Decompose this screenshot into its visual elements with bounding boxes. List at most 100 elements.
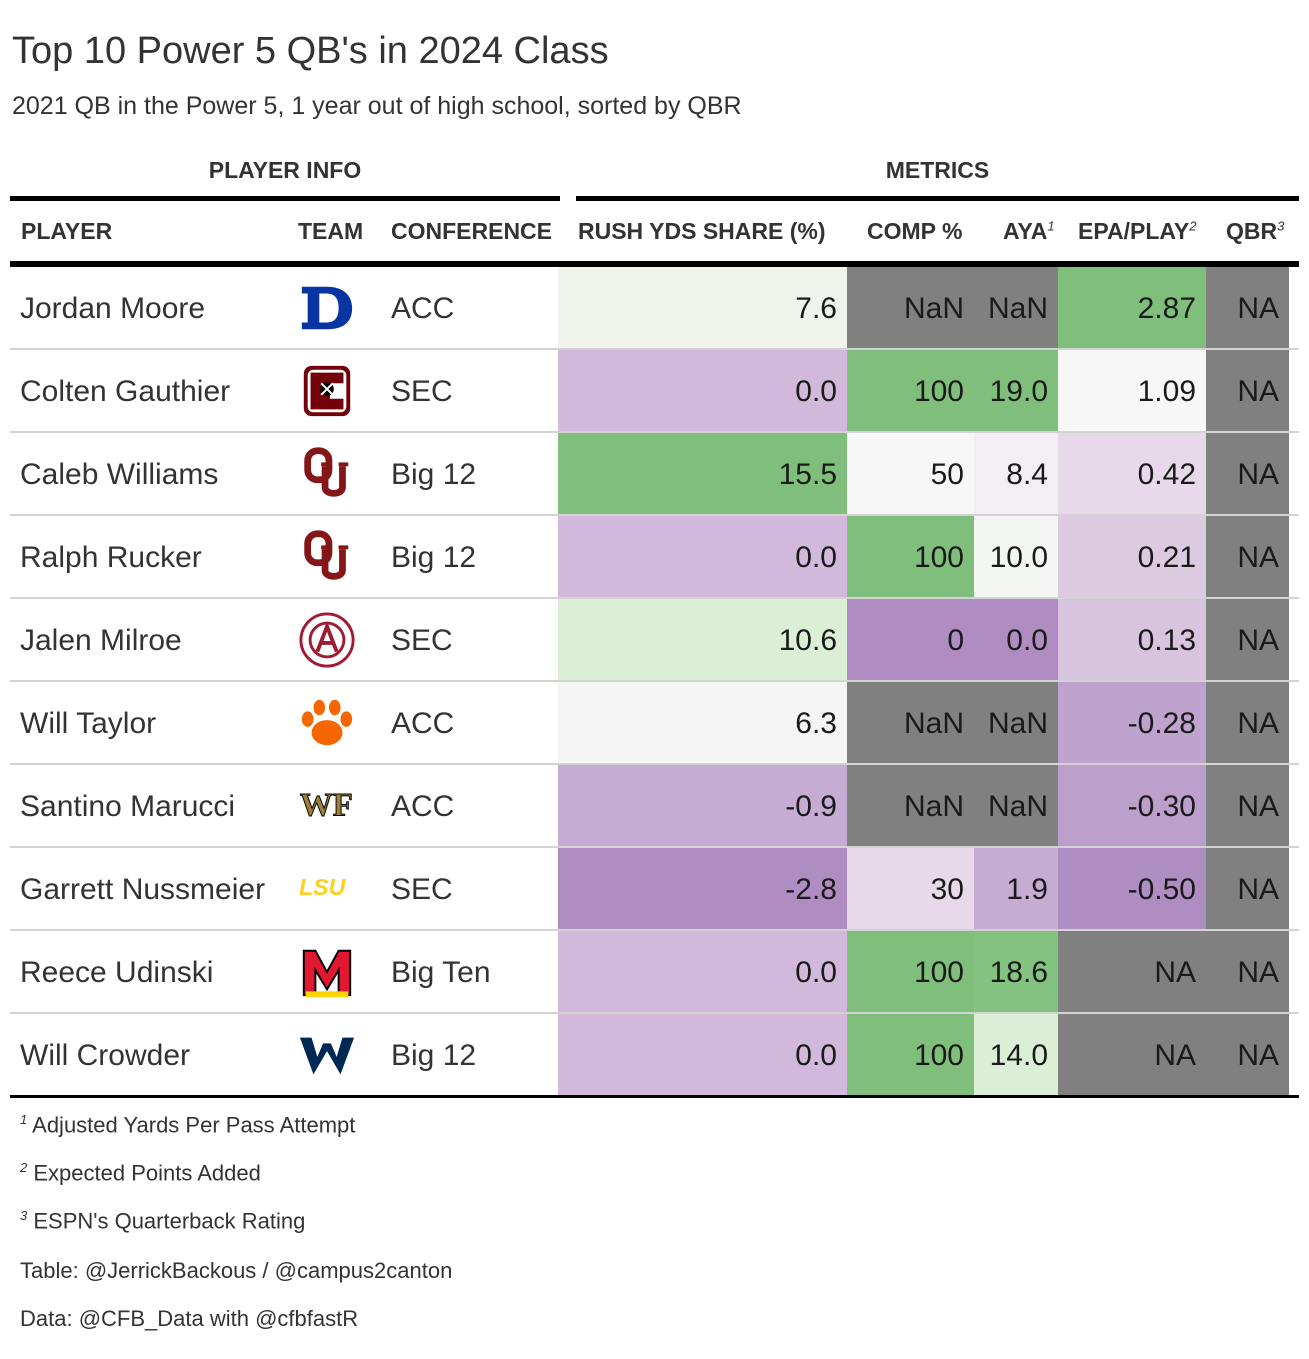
column-header-epa: EPA/PLAY2 xyxy=(1078,218,1196,245)
column-header-player: PLAYER xyxy=(21,218,113,244)
table-row: Jalen Milroe SEC 10.6 0 0.0 0.13 NA xyxy=(10,599,1299,682)
footnote-3: 3 ESPN's Quarterback Rating xyxy=(20,1208,305,1234)
row-divider xyxy=(10,597,1299,599)
table-row: Will Taylor ACC 6.3 NaN NaN -0.28 NA xyxy=(10,682,1299,765)
epa-cell: 2.87 xyxy=(1058,267,1206,350)
rush-cell: 15.5 xyxy=(558,433,847,516)
epa-cell: -0.28 xyxy=(1058,682,1206,765)
comp-cell: 100 xyxy=(847,1014,974,1097)
svg-text:LSU: LSU xyxy=(299,874,347,900)
conference-cell: Big 12 xyxy=(391,458,477,491)
lsu-logo: LSU xyxy=(298,860,356,918)
comp-cell: 30 xyxy=(847,848,974,931)
rush-cell: 6.3 xyxy=(558,682,847,765)
table-row: Santino Marucci WF ACC -0.9 NaN NaN -0.30 NA xyxy=(10,765,1299,848)
row-divider xyxy=(10,680,1299,682)
source-note-table: Table: @JerrickBackous / @campus2canton xyxy=(20,1258,453,1283)
spanner-player-info-rule xyxy=(10,196,560,201)
player-name-cell: Santino Marucci xyxy=(20,790,236,823)
player-name-cell: Ralph Rucker xyxy=(20,541,202,574)
maryland-logo xyxy=(298,943,356,1001)
aya-cell: 8.4 xyxy=(974,433,1058,516)
row-divider xyxy=(10,763,1299,765)
footnote-marker: 1 xyxy=(1047,218,1055,234)
player-name-cell: Will Crowder xyxy=(20,1039,191,1072)
footnote-text: ESPN's Quarterback Rating xyxy=(33,1208,306,1234)
comp-cell: 0 xyxy=(847,599,974,682)
conference-cell: SEC xyxy=(391,624,453,657)
oklahoma-logo xyxy=(298,445,356,503)
spanner-metrics: METRICS xyxy=(885,157,990,183)
table-bottom-rule xyxy=(10,1095,1299,1098)
table-row: Jordan Moore ACC 7.6 NaN NaN 2.87 NA xyxy=(10,267,1299,350)
comp-cell: 100 xyxy=(847,931,974,1014)
table-row: Garrett Nussmeier LSU SEC -2.8 30 1.9 -0.50 NA xyxy=(10,848,1299,931)
qbr-cell: NA xyxy=(1206,931,1289,1014)
table-row: Colten Gauthier SEC 0.0 100 19.0 1.09 NA xyxy=(10,350,1299,433)
table-row: Caleb Williams Big 12 15.5 50 8.4 0.42 NA xyxy=(10,433,1299,516)
conference-cell: SEC xyxy=(391,375,453,408)
epa-cell: 0.13 xyxy=(1058,599,1206,682)
player-name-cell: Garrett Nussmeier xyxy=(20,873,266,906)
conference-cell: ACC xyxy=(391,707,455,740)
row-divider xyxy=(10,431,1299,433)
aya-cell: 14.0 xyxy=(974,1014,1058,1097)
rush-cell: 0.0 xyxy=(558,516,847,599)
column-header-qbr-label: QBR xyxy=(1226,218,1278,244)
column-header-team: TEAM xyxy=(298,218,364,244)
comp-cell: NaN xyxy=(847,765,974,848)
qbr-cell: NA xyxy=(1206,848,1289,931)
comp-cell: 100 xyxy=(847,516,974,599)
table-subtitle: 2021 QB in the Power 5, 1 year out of hi… xyxy=(12,92,742,120)
row-divider xyxy=(10,1012,1299,1014)
source-note-data: Data: @CFB_Data with @cfbfastR xyxy=(20,1306,359,1331)
row-divider xyxy=(10,348,1299,350)
duke-logo xyxy=(298,279,356,337)
epa-cell: 1.09 xyxy=(1058,350,1206,433)
footnote-marker: 2 xyxy=(1189,218,1197,234)
qbr-cell: NA xyxy=(1206,682,1289,765)
table-row: Ralph Rucker Big 12 0.0 100 10.0 0.21 NA xyxy=(10,516,1299,599)
conference-cell: SEC xyxy=(391,873,453,906)
qbr-cell: NA xyxy=(1206,267,1289,350)
aya-cell: 19.0 xyxy=(974,350,1058,433)
alabama-logo xyxy=(298,611,356,669)
qbr-cell: NA xyxy=(1206,599,1289,682)
footnote-marker: 3 xyxy=(1277,218,1285,234)
epa-cell: 0.21 xyxy=(1058,516,1206,599)
column-header-aya: AYA1 xyxy=(1003,218,1055,245)
rush-cell: 7.6 xyxy=(558,267,847,350)
aya-cell: 18.6 xyxy=(974,931,1058,1014)
clemson-logo xyxy=(298,694,356,752)
player-name-cell: Caleb Williams xyxy=(20,458,219,491)
epa-cell: -0.30 xyxy=(1058,765,1206,848)
table-row: Reece Udinski Big Ten 0.0 100 18.6 NA NA xyxy=(10,931,1299,1014)
west-virginia-logo xyxy=(298,1026,356,1084)
wake-forest-logo: WF xyxy=(298,777,356,835)
qbr-cell: NA xyxy=(1206,350,1289,433)
footnote-text: Expected Points Added xyxy=(33,1160,261,1186)
conference-cell: Big Ten xyxy=(391,956,491,989)
svg-text:WF: WF xyxy=(300,788,353,824)
rush-cell: 0.0 xyxy=(558,931,847,1014)
comp-cell: 100 xyxy=(847,350,974,433)
rush-cell: -0.9 xyxy=(558,765,847,848)
comp-cell: 50 xyxy=(847,433,974,516)
comp-cell: NaN xyxy=(847,682,974,765)
player-name-cell: Reece Udinski xyxy=(20,956,214,989)
epa-cell: NA xyxy=(1058,931,1206,1014)
column-header-comp-pct: COMP % xyxy=(867,218,963,244)
aya-cell: NaN xyxy=(974,682,1058,765)
table-title: Top 10 Power 5 QB's in 2024 Class xyxy=(12,30,609,72)
conference-cell: Big 12 xyxy=(391,1039,477,1072)
epa-cell: -0.50 xyxy=(1058,848,1206,931)
aya-cell: NaN xyxy=(974,267,1058,350)
oklahoma-logo xyxy=(298,528,356,586)
player-name-cell: Colten Gauthier xyxy=(20,375,231,408)
comp-cell: NaN xyxy=(847,267,974,350)
qbr-cell: NA xyxy=(1206,1014,1289,1097)
player-name-cell: Jordan Moore xyxy=(20,292,206,325)
footnote-marker: 2 xyxy=(20,1160,28,1175)
qbr-cell: NA xyxy=(1206,516,1289,599)
epa-cell: NA xyxy=(1058,1014,1206,1097)
